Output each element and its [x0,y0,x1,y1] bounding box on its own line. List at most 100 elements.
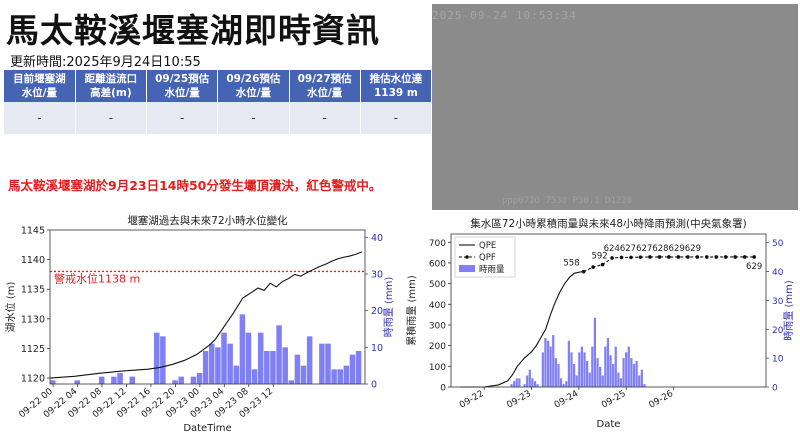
y2-tick-label: 30 [371,270,383,281]
page-title: 馬太鞍溪堰塞湖即時資訊 [6,11,380,50]
qpf-point [648,255,652,259]
legend-qpf-marker [465,255,469,259]
rain-bar [635,361,638,387]
qpe-line [460,271,584,388]
rain-bar [593,317,597,387]
rain-bar [544,337,547,387]
y2-tick-label: 10 [371,343,383,354]
rain-bar [245,332,252,384]
rain-bar [606,337,610,387]
camera-overlay-text: ppp0720 7530 P30.1 D1220 [502,196,633,206]
qpf-point [600,262,605,267]
rain-bar [337,369,343,384]
rain-bar [609,355,612,387]
x-tick-label: 09-25 [600,389,628,411]
table-cell: - [217,102,290,134]
rain-bar [541,352,544,387]
rain-bar [601,375,604,387]
chart-title: 集水區72小時累積雨量與未來48小時降雨預測(中央氣象署) [470,217,746,230]
updated-time: 更新時間:2025年9月24日10:55 [10,55,201,70]
rain-bar [111,376,117,384]
rain-bar [559,378,563,387]
rain-bar [612,363,615,387]
rain-bar [643,384,646,387]
rain-bar [202,351,209,384]
y-axis-label: 累積雨量 (mm) [405,275,418,346]
y-tick-label: 100 [429,363,446,373]
rain-bar [572,363,576,387]
rain-bar [614,346,617,387]
qpf-point [704,255,709,259]
x-axis-label: DateTime [183,423,231,434]
qpf-point [638,255,643,259]
rain-bar [619,378,623,387]
data-label: 629 [746,262,762,272]
rain-bar [300,365,307,384]
rain-bar [282,347,288,384]
header-current-level: 目前堰塞湖 水位/量 [4,70,76,102]
threshold-label: 警戒水位1138 m [54,271,140,285]
rain-bar [627,346,630,387]
rain-bar [251,369,258,384]
rain-bar [325,343,331,384]
rain-bar [513,381,516,387]
camera-timestamp: 2025-09-24 10:53:34 [432,9,577,22]
y-tick-label: 600 [429,259,446,269]
y2-tick-label: 40 [772,268,784,278]
rain-bar [331,369,337,384]
plot-frame [450,233,767,388]
warning-message: 馬太鞍溪堰塞湖於9月23日14時50分發生壩頂潰決，紅色警戒中。 [8,178,382,193]
rain-bar [196,373,203,384]
header-forecast-0927: 09/27預估 水位/量 [289,70,361,102]
rain-bar [617,372,620,387]
qpf-point [686,255,690,259]
legend-rain-swatch [459,265,475,272]
x-tick-label: 09-23 [505,389,533,411]
rain-bar [575,375,578,387]
rain-bar [526,375,529,387]
rain-bar [510,384,513,387]
rain-bar [533,381,537,387]
rain-bar [536,384,539,387]
rain-bar [599,366,602,387]
rain-bar [209,343,215,384]
y-tick-label: 1125 [21,344,45,355]
rain-bar [523,384,526,387]
rain-bar [288,380,295,384]
plot-frame [49,229,366,385]
rain-bar [528,369,531,387]
qpf-point [657,255,662,259]
rain-bar [270,351,276,384]
y2-tick-label: 10 [772,355,784,365]
rain-bar [580,346,584,387]
rainfall-chart: 集水區72小時累積雨量與未來48小時降雨預測(中央氣象署) 558 59262462… [405,217,795,430]
qpf-point [752,255,756,259]
y2-axis-label: 時雨量 (mm) [783,280,795,341]
rain-bar [531,378,534,387]
y-tick-label: 1140 [21,255,45,266]
table-cell: - [4,102,76,134]
y-axis-label: 湖水位 (m) [4,282,17,333]
rain-bar [567,340,570,387]
qpf-point [742,255,747,259]
x-tick-label: 09-24 [553,389,581,411]
y-tick-label: 300 [429,321,446,331]
y2-tick-label: 0 [772,384,778,394]
table-row: - - - - - - [4,102,433,134]
header-estimated-1139: 推估水位達 1139 m [360,70,433,102]
table-cell: - [289,102,361,134]
table-cell: - [146,102,219,134]
rain-bar [74,380,80,384]
x-tick-label: 09-22 [458,389,486,411]
rain-bar [630,358,633,387]
legend-qpe-label: QPE [479,241,496,251]
rain-bar [586,361,589,387]
water-level-line [49,251,363,379]
rain-bar [190,376,197,384]
rain-bar [583,352,586,387]
rain-bar [554,358,557,387]
legend-rain-label: 時雨量 [479,265,505,275]
rain-bar [98,376,105,384]
chart-legend: QPE QPF 時雨量 [454,236,516,278]
